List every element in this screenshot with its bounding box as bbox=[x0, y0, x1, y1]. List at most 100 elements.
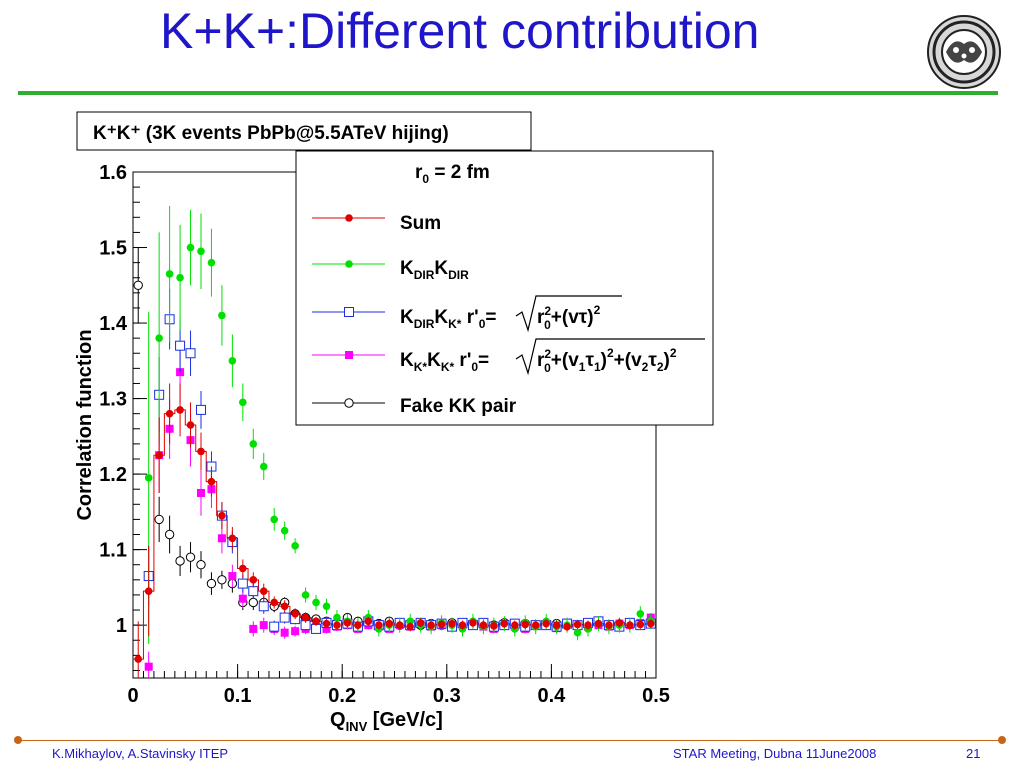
data-point bbox=[155, 451, 163, 460]
data-point bbox=[144, 474, 153, 482]
data-point bbox=[531, 621, 540, 629]
data-point bbox=[469, 619, 477, 627]
data-point bbox=[626, 621, 634, 629]
legend-label-sum: Sum bbox=[400, 213, 441, 234]
legend-formula-2: r2 0+(v1τ1)2+(v2τ2)2 bbox=[537, 346, 677, 375]
data-point bbox=[291, 627, 300, 636]
footer-meeting: STAR Meeting, Dubna 11June2008 bbox=[673, 746, 877, 761]
data-point bbox=[354, 621, 362, 629]
data-point bbox=[406, 617, 414, 626]
data-point bbox=[239, 564, 247, 573]
y-tick-label: 1.3 bbox=[99, 389, 127, 411]
data-point bbox=[176, 273, 184, 282]
institute-emblem-icon bbox=[927, 15, 1001, 89]
data-point bbox=[218, 311, 226, 320]
data-point bbox=[301, 613, 310, 622]
data-point bbox=[270, 515, 279, 524]
data-point bbox=[207, 258, 216, 267]
x-tick-label: 0.5 bbox=[642, 685, 670, 707]
data-point bbox=[175, 556, 185, 566]
data-point bbox=[280, 602, 289, 611]
data-point bbox=[248, 586, 259, 597]
data-point bbox=[154, 514, 164, 525]
data-point bbox=[385, 619, 394, 628]
legend-marker bbox=[345, 351, 353, 359]
footer-right-dot bbox=[998, 736, 1006, 744]
legend-marker bbox=[345, 214, 353, 222]
data-point bbox=[291, 542, 299, 550]
data-point bbox=[479, 621, 488, 629]
data-point bbox=[239, 398, 247, 407]
legend-header: r0 = 2 fm bbox=[415, 162, 490, 186]
x-tick-label: 0.2 bbox=[328, 685, 356, 707]
data-point bbox=[584, 621, 592, 629]
legend-label-kkstar-kkstar: KK*KK* r'0= bbox=[400, 350, 489, 374]
data-point bbox=[573, 628, 582, 637]
y-tick-label: 1.4 bbox=[99, 313, 128, 335]
data-point bbox=[249, 576, 258, 584]
data-point bbox=[615, 619, 624, 627]
data-point bbox=[144, 587, 153, 595]
data-point bbox=[218, 511, 226, 520]
x-tick-label: 0.4 bbox=[537, 685, 566, 707]
data-point bbox=[343, 619, 352, 627]
chart-title-box bbox=[76, 111, 532, 151]
x-tick-label: 0.1 bbox=[224, 685, 252, 707]
y-tick-label: 1.6 bbox=[99, 162, 127, 184]
data-point bbox=[228, 534, 237, 543]
data-point bbox=[249, 440, 258, 448]
data-point bbox=[552, 621, 561, 629]
data-point bbox=[301, 591, 310, 599]
data-point bbox=[217, 534, 226, 543]
page-number: 21 bbox=[966, 746, 981, 761]
x-tick-label: 0.3 bbox=[433, 685, 461, 707]
data-point bbox=[248, 597, 258, 608]
data-point bbox=[259, 462, 268, 471]
x-axis-label: QINV [GeV/c] bbox=[330, 709, 443, 734]
data-point bbox=[217, 575, 227, 585]
data-point bbox=[563, 622, 571, 631]
data-point bbox=[228, 572, 237, 581]
y-tick-label: 1.1 bbox=[99, 540, 127, 562]
footer-authors: K.Mikhaylov, A.Stavinsky ITEP bbox=[52, 746, 229, 761]
data-point bbox=[165, 409, 174, 418]
data-point bbox=[542, 619, 550, 628]
legend-label-kdir-kkstar: KDIRKK* r'0= bbox=[400, 307, 496, 331]
data-point bbox=[258, 601, 269, 612]
data-point bbox=[175, 340, 186, 351]
data-point bbox=[176, 406, 184, 414]
y-tick-label: 1.5 bbox=[99, 238, 127, 260]
data-point bbox=[406, 622, 414, 631]
data-point bbox=[458, 621, 467, 629]
x-tick-label: 0 bbox=[127, 685, 138, 707]
legend-label-kdir-kdir: KDIRKDIR bbox=[400, 258, 469, 282]
y-tick-label: 1 bbox=[116, 615, 127, 637]
legend-marker bbox=[344, 398, 354, 408]
slide-title: K+K+:Different contribution bbox=[160, 3, 760, 59]
data-point bbox=[312, 598, 320, 607]
data-point bbox=[197, 447, 205, 456]
data-point bbox=[364, 617, 373, 626]
data-point bbox=[185, 552, 196, 562]
data-point bbox=[186, 243, 195, 252]
data-point bbox=[237, 578, 248, 589]
data-point bbox=[395, 621, 404, 629]
data-point bbox=[196, 560, 206, 570]
data-point bbox=[279, 612, 290, 623]
data-point bbox=[196, 488, 205, 497]
data-point bbox=[427, 621, 435, 629]
data-point bbox=[375, 621, 383, 629]
data-point bbox=[636, 620, 645, 629]
data-point bbox=[646, 619, 655, 628]
data-point bbox=[280, 628, 289, 637]
data-point bbox=[249, 624, 258, 633]
data-point bbox=[259, 621, 268, 630]
data-point bbox=[636, 610, 645, 618]
footer-divider bbox=[18, 740, 998, 741]
data-point bbox=[312, 617, 320, 626]
data-point bbox=[500, 619, 509, 628]
data-point bbox=[144, 662, 153, 671]
data-point bbox=[333, 613, 341, 622]
data-point bbox=[269, 621, 280, 632]
data-point bbox=[573, 620, 582, 629]
